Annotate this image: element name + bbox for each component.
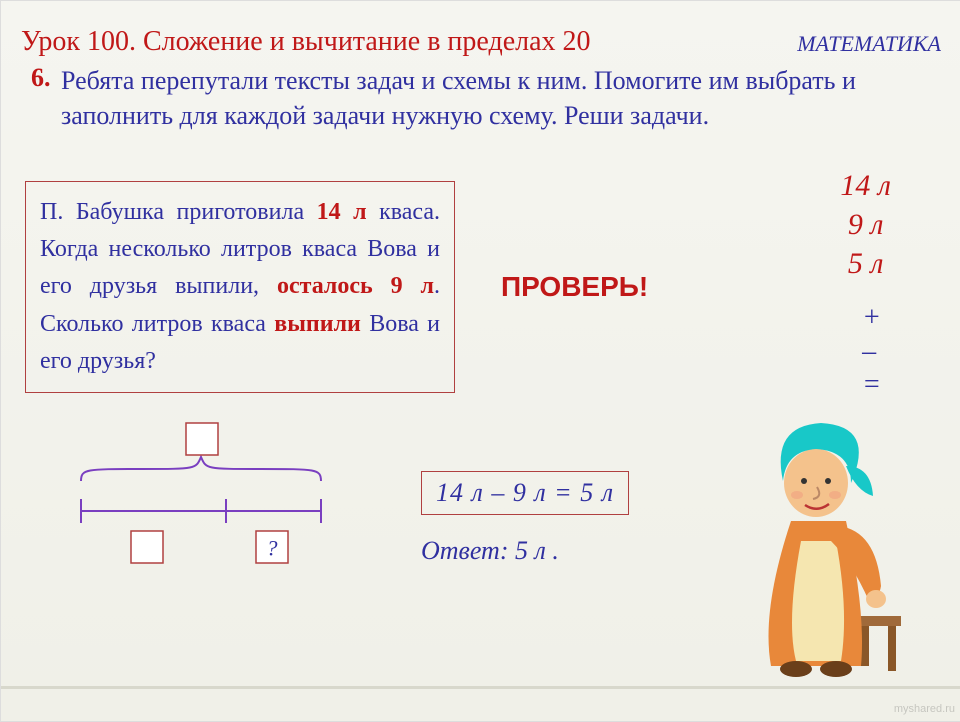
answer-line: Ответ: 5 л . [421,536,559,566]
watermark: myshared.ru [894,703,955,715]
op-eq: = [862,368,881,402]
segment-diagram: ? [61,421,361,581]
bottom-blank-box [131,531,163,563]
box-value-14l: 14 л [317,199,367,225]
side-9l: 9 л [840,205,891,244]
side-ops: + – = [862,301,881,402]
lesson-title: Урок 100. Сложение и вычитание в предела… [21,26,591,58]
top-blank-box [186,423,218,455]
question-mark: ? [267,536,278,561]
word-problem-box: П. Бабушка приготовила 14 л кваса. Когда… [25,181,455,393]
check-label: ПРОВЕРЬ! [501,271,648,303]
side-14l: 14 л [840,166,891,205]
subject-label: МАТЕМАТИКА [797,31,941,57]
box-prefix: П. [40,199,63,225]
footer-divider [1,686,960,689]
equation-box: 14 л – 9 л = 5 л [421,471,629,515]
op-minus: – [862,335,881,369]
brace-icon [81,457,321,481]
side-values: 14 л 9 л 5 л [840,166,891,283]
answer-label: Ответ: [421,536,508,565]
box-t1: Бабушка приготовила [76,199,304,225]
box-value-9l: осталось 9 л [277,273,434,299]
grandma-illustration [701,411,921,681]
box-drank: выпили [274,311,361,337]
op-plus: + [862,301,881,335]
answer-value: 5 л . [515,536,559,565]
problem-text: Ребята перепутали тексты задач и схемы к… [61,63,921,133]
side-5l: 5 л [840,244,891,283]
problem-number: 6. [31,63,51,93]
